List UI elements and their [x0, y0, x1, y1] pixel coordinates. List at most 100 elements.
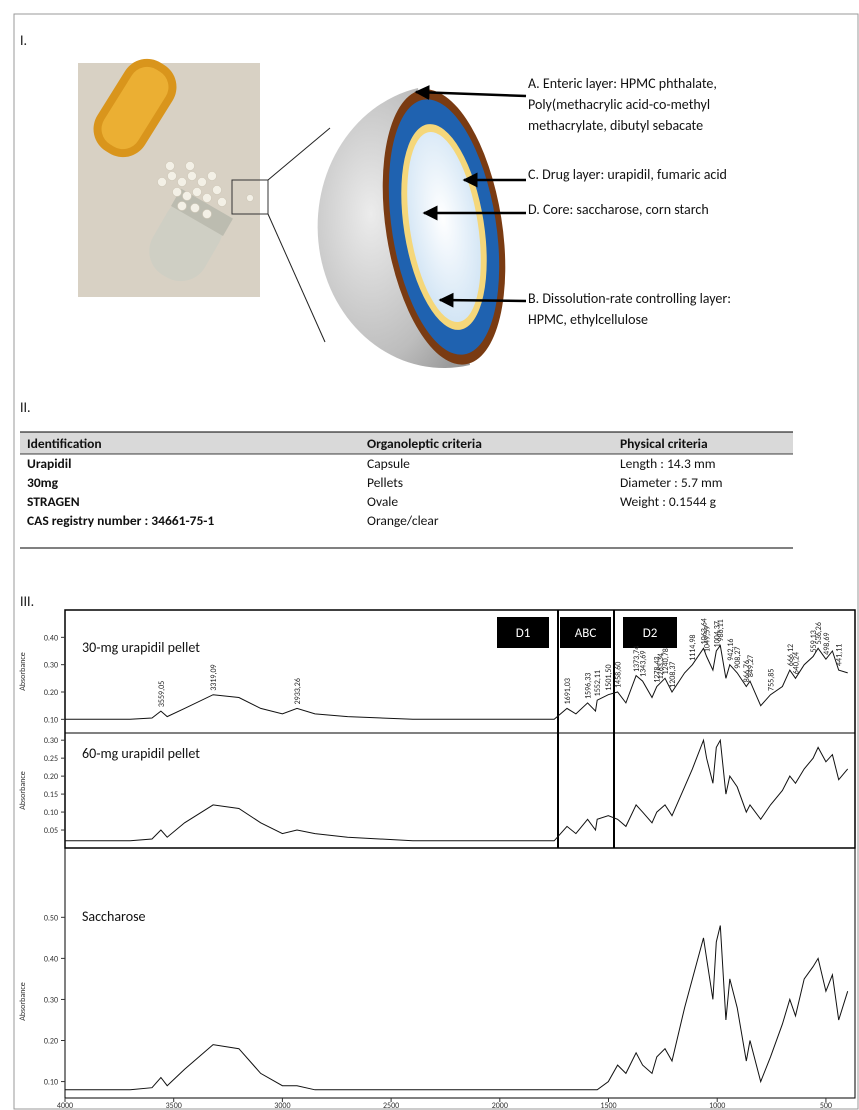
- y-tick-label: 0.20: [44, 1037, 58, 1047]
- pellet-diagram: [317, 88, 506, 369]
- arrows: [414, 84, 527, 308]
- spectrum-line: [65, 925, 849, 1091]
- capsule-photo: [78, 58, 269, 297]
- peak-label: 1458,60: [614, 662, 624, 688]
- peak-label: 2933,26: [293, 678, 303, 704]
- peak-label: 536,26: [814, 622, 824, 644]
- y-tick-label: 0.40: [44, 954, 58, 964]
- peak-label: 1114,98: [688, 635, 698, 661]
- x-tick-label: 3500: [166, 1101, 182, 1110]
- layer-label: HPMC, ethylcellulose: [528, 311, 648, 328]
- y-tick-label: 0.05: [44, 826, 58, 836]
- y-tick-label: 0.30: [44, 736, 58, 746]
- table-header: Physical criteria: [620, 435, 708, 452]
- layer-label: methacrylate, dibutyl sebacate: [528, 117, 703, 134]
- table-cell: CAS registry number : 34661-75-1: [27, 512, 214, 529]
- x-tick-label: 4000: [57, 1101, 73, 1110]
- x-tick-label: 3000: [274, 1101, 290, 1110]
- x-tick-label: 1500: [600, 1101, 616, 1110]
- layer-label: A. Enteric layer: HPMC phthalate,: [528, 75, 717, 92]
- section-label: I.: [20, 32, 27, 49]
- y-axis-label: Absorbance: [18, 652, 28, 691]
- table-header: Identification: [27, 435, 102, 452]
- peak-label: 441,11: [835, 644, 845, 666]
- peak-label: 1343,69: [638, 651, 648, 677]
- region-box: [497, 617, 549, 648]
- table-cell: Pellets: [367, 474, 403, 491]
- x-tick-label: 500: [820, 1101, 832, 1110]
- peak-label: 942,16: [726, 639, 736, 661]
- region-label: D2: [643, 626, 658, 641]
- y-tick-label: 0.20: [44, 772, 58, 782]
- peak-label: 1552,11: [593, 670, 603, 696]
- layer-label: Poly(methacrylic acid-co-methyl: [528, 96, 710, 113]
- x-tick-label: 2000: [492, 1101, 508, 1110]
- peak-label: 908,27: [733, 647, 743, 669]
- peak-label: 3559,05: [157, 681, 167, 707]
- region-label: D1: [516, 626, 531, 641]
- peak-label: 755,85: [766, 669, 776, 691]
- peak-label: 1063,64: [699, 618, 709, 644]
- y-tick-label: 0.50: [44, 913, 58, 923]
- table-cell: Urapidil: [27, 455, 71, 472]
- region-box: [623, 617, 677, 648]
- peak-label: 666,12: [786, 644, 796, 666]
- panel-title: Saccharose: [82, 908, 146, 925]
- peak-label: 986,11: [716, 619, 726, 641]
- figure-frame: [13, 13, 859, 1110]
- y-tick-label: 0.40: [44, 633, 58, 643]
- peak-label: 498,69: [822, 633, 832, 655]
- peak-label: 1278,43: [653, 656, 663, 682]
- y-tick-label: 0.15: [44, 790, 58, 800]
- table-cell: Length : 14.3 mm: [620, 455, 716, 472]
- y-tick-label: 0.30: [44, 661, 58, 671]
- panel-title: 30-mg urapidil pellet: [82, 639, 200, 656]
- table-header: Organoleptic criteria: [367, 435, 482, 452]
- peak-label: 640,24: [791, 652, 801, 674]
- table-cell: 30mg: [27, 474, 59, 491]
- table-cell: Weight : 0.1544 g: [620, 493, 717, 510]
- region-box: [560, 617, 611, 648]
- peak-label: 866,76: [742, 660, 752, 682]
- spectrum-line: [65, 644, 848, 720]
- y-tick-label: 0.10: [44, 808, 58, 818]
- y-tick-label: 0.30: [44, 995, 58, 1005]
- peak-label: 1263,34: [656, 653, 666, 679]
- peak-label: 1240,78: [661, 648, 671, 674]
- peak-label: 1373,74: [632, 646, 642, 672]
- y-tick-label: 0.10: [44, 715, 58, 725]
- spectrum-line: [65, 738, 849, 842]
- section-label: III.: [20, 593, 34, 610]
- y-axis-label: Absorbance: [18, 982, 28, 1021]
- table-cell: Orange/clear: [367, 512, 439, 529]
- panel-title: 60-mg urapidil pellet: [82, 745, 200, 762]
- x-tick-label: 1000: [709, 1101, 725, 1110]
- peak-label: 559,13: [809, 630, 819, 652]
- peak-label: 1501,50: [604, 664, 614, 690]
- y-axis-label: Absorbance: [18, 771, 28, 810]
- table-cell: Capsule: [367, 455, 410, 472]
- peak-label: 3319,09: [209, 664, 219, 690]
- table-cell: Ovale: [367, 493, 398, 510]
- region-label: ABC: [575, 626, 597, 641]
- zoom-line: [267, 213, 326, 343]
- peak-label: 1691,03: [563, 678, 573, 704]
- layer-label: C. Drug layer: urapidil, fumaric acid: [528, 166, 727, 183]
- peak-label: 1208,37: [668, 662, 678, 688]
- layer-label: D. Core: saccharose, corn starch: [528, 201, 709, 218]
- peak-label: 1049,59: [702, 626, 712, 652]
- peak-label: 1004,37: [712, 621, 722, 647]
- y-tick-label: 0.25: [44, 754, 58, 764]
- section-label: II.: [20, 399, 31, 416]
- peak-label: 849,27: [746, 655, 756, 677]
- y-tick-label: 0.20: [44, 688, 58, 698]
- layer-label: B. Dissolution-rate controlling layer:: [528, 290, 731, 307]
- table-cell: STRAGEN: [27, 493, 80, 510]
- spectra-frame: [64, 847, 856, 1099]
- table-header-bg: [20, 432, 793, 454]
- peak-label: 1596,33: [584, 673, 594, 699]
- x-tick-label: 2500: [383, 1101, 399, 1110]
- table-cell: Diameter : 5.7 mm: [620, 474, 723, 491]
- y-tick-label: 0.10: [44, 1078, 58, 1088]
